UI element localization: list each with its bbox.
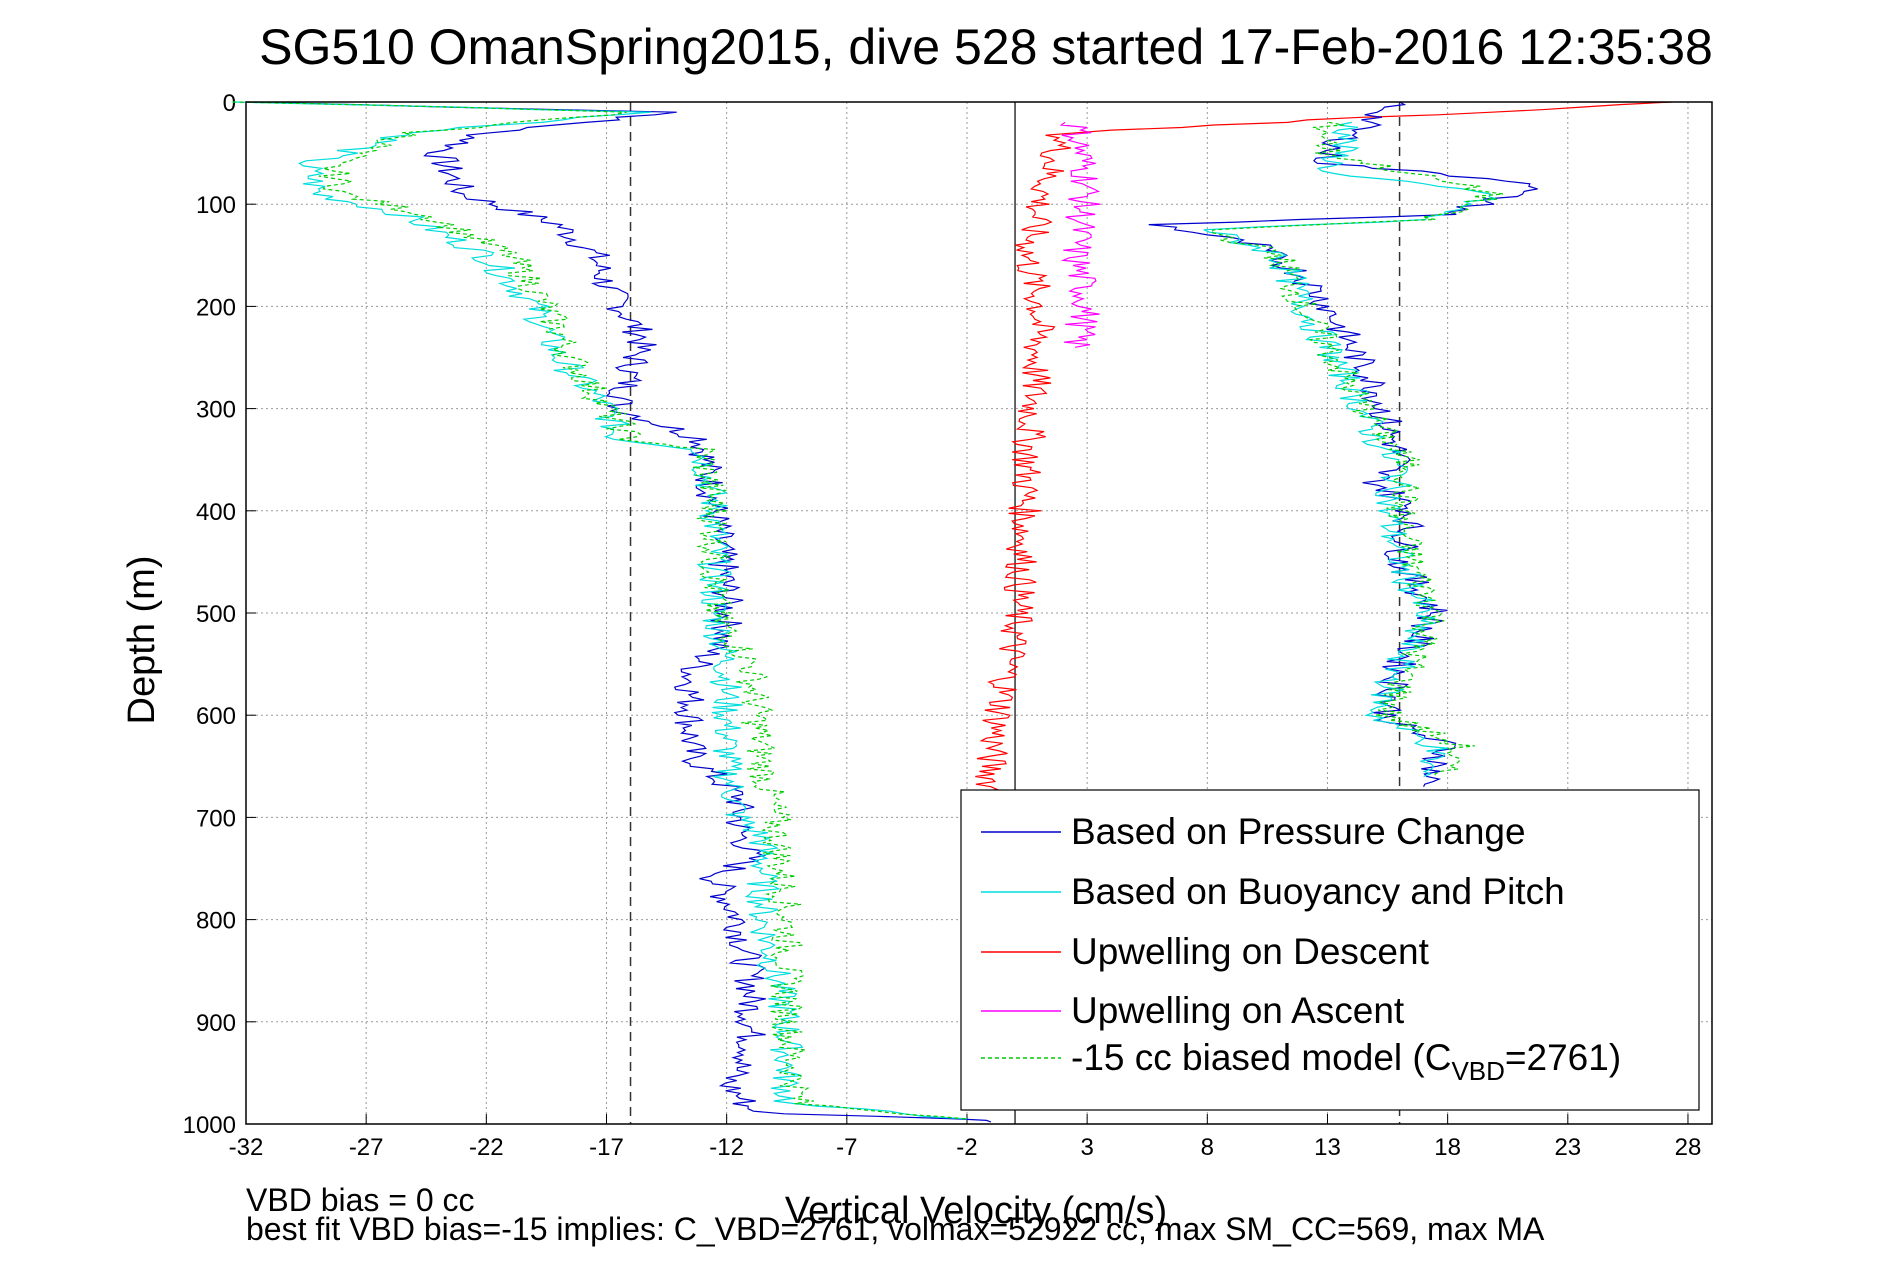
y-tick-label: 1000 (183, 1112, 236, 1139)
y-tick-label: 400 (196, 499, 236, 526)
series-line (1209, 121, 1504, 777)
x-tick-label: 28 (1675, 1134, 1702, 1161)
y-tick-label: 100 (196, 192, 236, 219)
x-tick-label: 13 (1314, 1134, 1341, 1161)
legend-entry-label: -15 cc biased model (CVBD=2761) (1071, 1037, 1621, 1086)
legend-box (960, 789, 1700, 1111)
x-tick-label: 3 (1080, 1134, 1093, 1161)
x-tick-label: -12 (709, 1134, 744, 1161)
x-tick-label: 23 (1554, 1134, 1581, 1161)
series-line (975, 101, 1672, 798)
y-tick-label: 800 (196, 908, 236, 935)
x-tick-label: 18 (1434, 1134, 1461, 1161)
chart-title: SG510 OmanSpring2015, dive 528 started 1… (259, 19, 1713, 75)
legend-entry-label: Upwelling on Ascent (1071, 990, 1405, 1031)
x-tick-label: 8 (1201, 1134, 1214, 1161)
series-line (245, 101, 992, 1123)
y-tick-label: 300 (196, 397, 236, 424)
y-axis-label: Depth (m) (121, 556, 163, 725)
footnote-best-fit: best fit VBD bias=-15 implies: C_VBD=276… (246, 1211, 1545, 1247)
x-tick-label: -7 (836, 1134, 857, 1161)
legend-entry-label: Based on Buoyancy and Pitch (1071, 871, 1565, 912)
y-tick-label: 0 (223, 90, 236, 117)
series-line (1203, 121, 1497, 778)
x-axis-label: Vertical Velocity (cm/s) (785, 1190, 1167, 1232)
legend-entry-label: Based on Pressure Change (1071, 811, 1526, 852)
y-tick-label: 600 (196, 703, 236, 730)
y-tick-label: 700 (196, 805, 236, 832)
series-line (1059, 121, 1101, 348)
series-line (232, 101, 968, 1120)
footnote-vbd-bias: VBD bias = 0 cc (246, 1182, 475, 1218)
y-tick-label: 900 (196, 1010, 236, 1037)
x-tick-label: -27 (349, 1134, 384, 1161)
y-tick-label: 200 (196, 294, 236, 321)
legend-entry-label: Upwelling on Descent (1071, 931, 1430, 972)
series-line (1148, 101, 1538, 787)
series-line (232, 101, 968, 1120)
x-tick-label: -17 (589, 1134, 624, 1161)
x-tick-label: -22 (469, 1134, 504, 1161)
x-tick-label: -32 (229, 1134, 264, 1161)
x-tick-label: -2 (956, 1134, 977, 1161)
plot-frame (245, 101, 1713, 1125)
y-tick-label: 500 (196, 601, 236, 628)
